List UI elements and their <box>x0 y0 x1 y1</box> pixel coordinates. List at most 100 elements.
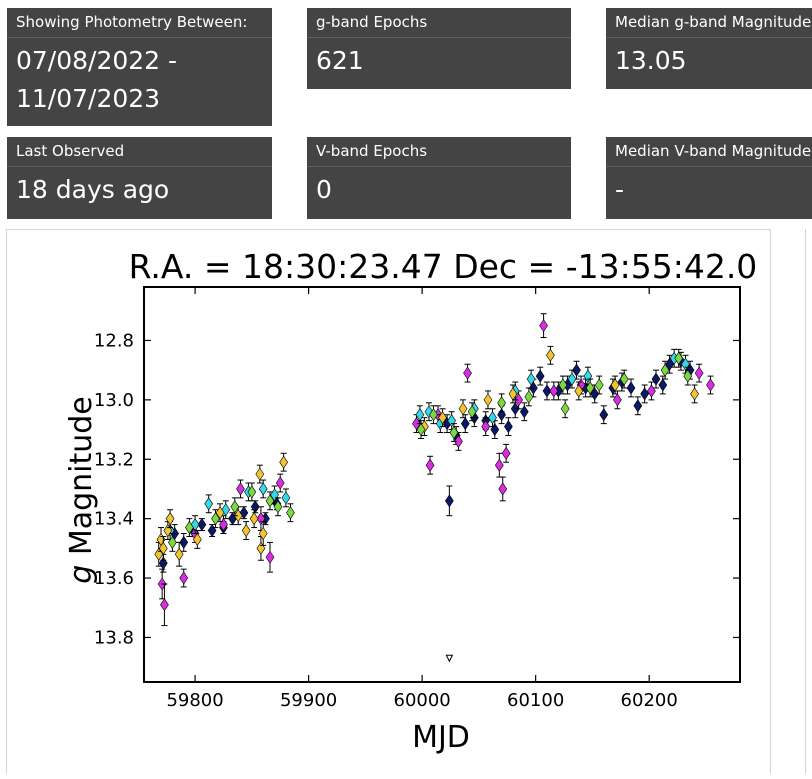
data-point <box>265 494 275 508</box>
data-point <box>498 482 508 496</box>
upper-limit-marker <box>445 654 454 663</box>
x-tick-label: 59800 <box>166 690 223 711</box>
data-point <box>425 458 435 472</box>
y-tick-label: 13.6 <box>94 568 134 589</box>
data-point <box>501 446 511 460</box>
data-point <box>458 402 468 416</box>
v-band-median-panel: Median V-band Magnitude - <box>606 137 812 219</box>
data-point <box>524 390 534 404</box>
g-band-median-label: Median g-band Magnitude <box>606 8 812 38</box>
data-point <box>197 518 207 532</box>
data-point <box>504 420 513 434</box>
x-tick-label: 60200 <box>621 690 678 711</box>
date-range-panel: Showing Photometry Between: 07/08/2022 -… <box>7 8 272 126</box>
data-point <box>165 512 175 526</box>
data-point <box>546 348 555 362</box>
data-point <box>488 411 497 425</box>
data-point <box>204 497 214 511</box>
data-point <box>690 387 699 401</box>
data-point <box>158 541 168 555</box>
data-point <box>483 393 493 407</box>
data-point <box>279 455 288 469</box>
data-point <box>633 399 643 413</box>
data-point <box>514 393 523 407</box>
data-point <box>508 387 518 401</box>
data-point <box>211 512 220 526</box>
data-point <box>560 402 570 416</box>
data-point <box>241 523 251 538</box>
light-curve-panel: R.A. = 18:30:23.47 Dec = -13:55:42.0 598… <box>6 229 771 774</box>
data-point <box>539 319 548 333</box>
data-point <box>519 405 529 419</box>
data-point <box>286 506 295 520</box>
data-point <box>549 384 559 398</box>
data-point <box>255 467 265 481</box>
data-point <box>460 417 470 431</box>
data-point <box>275 476 285 490</box>
date-range-value: 07/08/2022 - 11/07/2023 <box>7 38 272 118</box>
data-point <box>497 396 506 410</box>
data-point <box>467 405 477 419</box>
data-point <box>168 535 177 549</box>
y-axis-label: g Magnitude <box>64 396 99 584</box>
data-point <box>610 378 620 392</box>
data-point <box>273 500 283 514</box>
x-tick-label: 59900 <box>280 690 337 711</box>
g-band-epochs-label: g-band Epochs <box>307 8 571 38</box>
data-point <box>585 381 595 395</box>
data-point <box>542 384 552 398</box>
x-axis-ticks: 59800 59900 60000 60100 60200 <box>166 287 678 711</box>
chart-title: R.A. = 18:30:23.47 Dec = -13:55:42.0 <box>129 247 758 286</box>
date-range-label: Showing Photometry Between: <box>7 8 272 38</box>
data-point <box>429 408 438 422</box>
data-point <box>258 482 268 496</box>
x-tick-label: 60000 <box>394 690 451 711</box>
data-point <box>233 509 243 523</box>
data-points <box>154 313 715 663</box>
data-point <box>236 482 245 496</box>
y-tick-label: 13.8 <box>94 627 134 648</box>
data-point <box>281 491 291 505</box>
last-observed-label: Last Observed <box>7 137 272 167</box>
y-axis-label-text: Magnitude <box>64 396 99 564</box>
data-point <box>640 387 650 401</box>
data-point <box>594 378 604 392</box>
x-tick-label: 60100 <box>507 690 564 711</box>
data-point <box>160 598 169 612</box>
data-point <box>572 363 581 377</box>
data-point <box>694 366 704 380</box>
data-point <box>647 384 656 398</box>
x-axis-label: MJD <box>412 720 470 755</box>
data-point <box>683 369 693 383</box>
data-point <box>256 541 266 555</box>
v-band-median-label: Median V-band Magnitude <box>606 137 812 167</box>
data-point <box>265 550 275 564</box>
data-point <box>660 363 670 377</box>
data-point <box>658 378 668 392</box>
data-point <box>258 526 268 541</box>
data-point <box>416 423 426 437</box>
data-point <box>179 535 189 549</box>
data-point <box>230 500 240 514</box>
date-range-end: 11/07/2023 <box>16 84 161 113</box>
v-band-epochs-value: 0 <box>316 175 332 204</box>
v-band-epochs-panel: V-band Epochs 0 <box>307 137 571 219</box>
data-point <box>438 411 447 425</box>
y-tick-label: 12.8 <box>94 330 134 351</box>
g-band-median-value: 13.05 <box>615 46 687 75</box>
data-point <box>567 372 577 386</box>
date-range-start: 07/08/2022 - <box>16 46 178 75</box>
v-band-median-value: - <box>615 175 625 204</box>
data-point <box>179 571 189 585</box>
data-point <box>574 384 584 398</box>
data-point <box>256 512 266 526</box>
data-point <box>706 378 715 392</box>
right-panel-edge <box>805 229 812 774</box>
data-point <box>454 434 463 448</box>
data-point <box>613 393 622 407</box>
data-point <box>494 458 504 472</box>
data-point <box>463 366 472 380</box>
data-point <box>247 485 257 499</box>
data-point <box>599 408 609 422</box>
data-point <box>249 512 259 526</box>
